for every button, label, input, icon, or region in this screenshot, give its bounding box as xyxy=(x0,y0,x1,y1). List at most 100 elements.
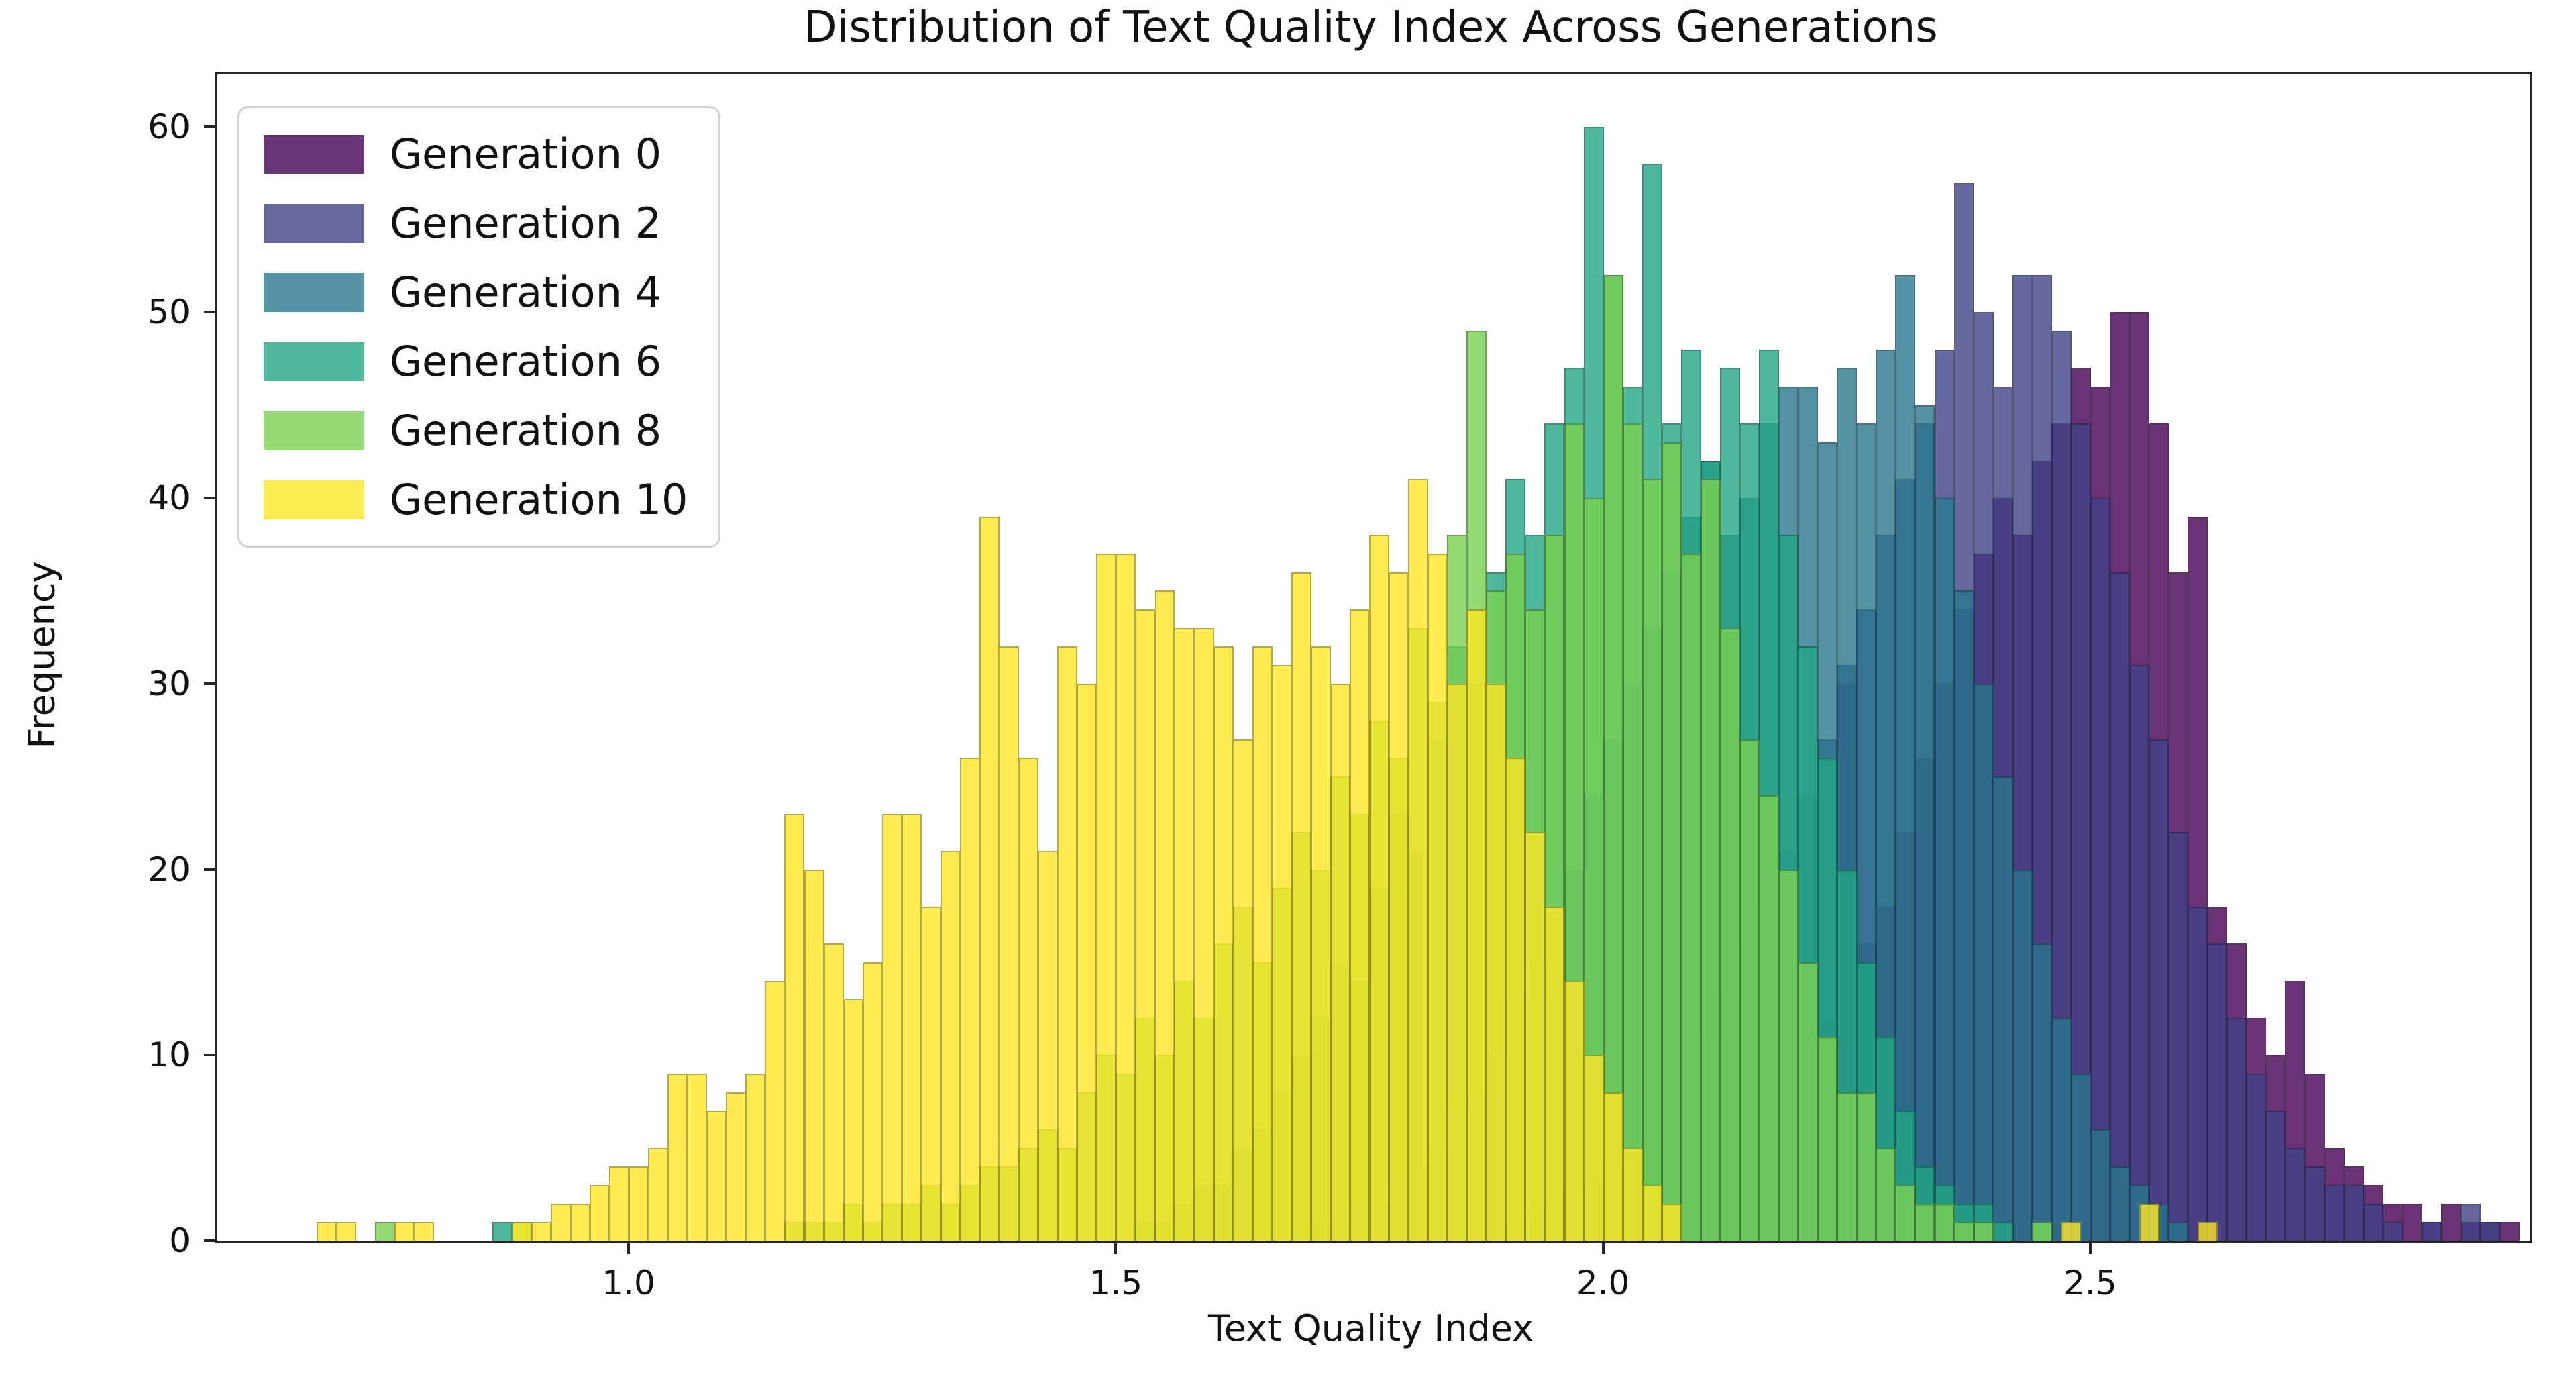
x-tick xyxy=(2088,1241,2092,1254)
y-tick xyxy=(204,1054,217,1057)
histogram-bar xyxy=(784,813,805,1241)
y-tick-label: 50 xyxy=(148,293,191,332)
legend-swatch xyxy=(264,480,364,519)
histogram-bar xyxy=(317,1222,337,1241)
histogram-bar xyxy=(667,1073,688,1241)
histogram-bar xyxy=(394,1222,415,1241)
histogram-bar xyxy=(1603,1092,1623,1241)
histogram-bar xyxy=(2070,1073,2091,1241)
histogram-bar xyxy=(1895,1185,1916,1241)
legend-entry: Generation 6 xyxy=(264,336,688,387)
histogram-bar xyxy=(1389,572,1409,1241)
histogram-bar xyxy=(1642,1185,1662,1241)
histogram-bar xyxy=(1583,1055,1604,1241)
y-axis-label: Frequency xyxy=(20,561,63,749)
histogram-bar xyxy=(881,813,902,1241)
legend-entry: Generation 2 xyxy=(264,197,688,249)
histogram-bar xyxy=(1155,590,1175,1241)
histogram-bar xyxy=(843,999,863,1241)
histogram-bar xyxy=(589,1185,610,1241)
histogram-bar xyxy=(1232,739,1253,1241)
legend-swatch xyxy=(264,411,364,450)
histogram-bar xyxy=(1525,832,1546,1241)
histogram-bar xyxy=(1739,739,1760,1241)
histogram-bar xyxy=(1798,962,1819,1241)
histogram-bar xyxy=(1953,1222,1974,1241)
histogram-bar xyxy=(1778,869,1799,1241)
histogram-bar xyxy=(2061,1222,2082,1241)
histogram-bar xyxy=(1934,498,1955,1241)
histogram-bar xyxy=(2090,1129,2110,1241)
histogram-bar xyxy=(1271,665,1292,1241)
histogram-bar xyxy=(1915,1203,1935,1241)
histogram-bar xyxy=(687,1073,708,1241)
histogram-bar xyxy=(1213,646,1234,1241)
y-tick-label: 0 xyxy=(169,1221,191,1260)
histogram-bar xyxy=(492,1222,513,1241)
histogram-bar xyxy=(648,1147,669,1241)
y-tick-label: 10 xyxy=(148,1035,191,1075)
histogram-bar xyxy=(1447,683,1468,1241)
histogram-bar xyxy=(1973,1222,1994,1241)
histogram-bar xyxy=(2168,832,2189,1241)
legend-label: Generation 10 xyxy=(390,474,688,524)
histogram-bar xyxy=(1837,1092,1858,1241)
histogram-bar xyxy=(2363,1203,2383,1241)
legend: Generation 0 Generation 2 Generation 4 Gene… xyxy=(237,106,721,548)
x-tick-label: 2.5 xyxy=(2063,1264,2117,1302)
histogram-bar xyxy=(1934,1203,1955,1241)
histogram-bar xyxy=(1057,646,1078,1241)
y-tick xyxy=(204,311,217,314)
histogram-series-generation-10 xyxy=(217,74,2530,1241)
legend-label: Generation 8 xyxy=(390,405,662,455)
histogram-bar xyxy=(1700,479,1721,1241)
histogram-bar xyxy=(2324,1185,2345,1241)
histogram-bar xyxy=(959,758,980,1241)
histogram-bar xyxy=(920,906,941,1241)
y-tick xyxy=(204,497,217,499)
histogram-bar xyxy=(1953,590,1974,1241)
histogram-bar xyxy=(2421,1222,2442,1241)
chart-title: Distribution of Text Quality Index Acros… xyxy=(804,3,1938,52)
histogram-bar xyxy=(1096,554,1117,1241)
x-tick xyxy=(1601,1241,1605,1254)
histogram-bar xyxy=(1193,627,1214,1241)
histogram-bar xyxy=(1408,479,1429,1241)
histogram-bar xyxy=(1330,683,1350,1241)
histogram-bar xyxy=(608,1166,629,1241)
histogram-bar xyxy=(2382,1222,2403,1241)
histogram-bar xyxy=(1135,609,1156,1241)
legend-entry: Generation 8 xyxy=(264,405,688,456)
histogram-bar xyxy=(823,943,844,1241)
histogram-bar xyxy=(1622,1147,1643,1241)
legend-label: Generation 2 xyxy=(390,198,662,248)
histogram-bar xyxy=(2149,739,2169,1241)
histogram-bar xyxy=(1174,627,1195,1241)
histogram-bar xyxy=(2031,1222,2052,1241)
y-tick-label: 60 xyxy=(148,107,191,146)
histogram-bar xyxy=(1544,906,1565,1241)
histogram-bar xyxy=(1116,554,1136,1241)
histogram-bar xyxy=(979,516,1000,1241)
histogram-bar xyxy=(2304,1166,2325,1241)
histogram-bar xyxy=(804,869,824,1241)
histogram-bar xyxy=(2168,1222,2189,1241)
x-tick-label: 2.0 xyxy=(1576,1264,1630,1302)
x-tick xyxy=(1114,1241,1118,1254)
histogram-bar xyxy=(745,1073,766,1241)
histogram-bar xyxy=(550,1203,571,1241)
legend-swatch xyxy=(264,272,364,312)
histogram-bar xyxy=(629,1166,649,1241)
histogram-bar xyxy=(1759,794,1780,1241)
y-tick xyxy=(204,125,217,128)
histogram-bar xyxy=(336,1222,357,1241)
histogram-bar xyxy=(2402,1203,2422,1241)
y-tick xyxy=(204,682,217,685)
histogram-bar xyxy=(1876,1147,1896,1241)
histogram-bar xyxy=(511,1222,532,1241)
x-tick-label: 1.5 xyxy=(1089,1264,1143,1302)
y-tick-label: 30 xyxy=(148,664,191,703)
histogram-bar xyxy=(706,1111,727,1241)
histogram-bar xyxy=(2188,906,2208,1241)
histogram-bar xyxy=(2479,1222,2500,1241)
